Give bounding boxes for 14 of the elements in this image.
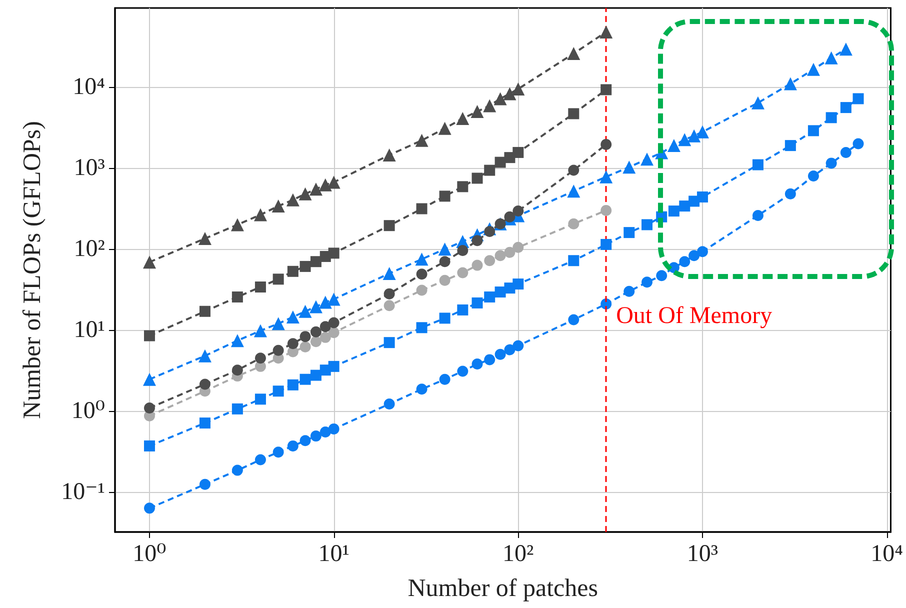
y-axis-title: Number of FLOPs (GFLOPs) bbox=[19, 121, 46, 419]
x-tick-label: 10² bbox=[502, 541, 534, 567]
y-tick-label: 10¹ bbox=[74, 317, 105, 344]
y-tick-label: 10² bbox=[74, 236, 105, 262]
y-tick-label: 10³ bbox=[74, 155, 105, 182]
x-tick-label: 10⁴ bbox=[870, 541, 904, 567]
x-tick-label: 10³ bbox=[686, 541, 718, 567]
y-tick-label: 10⁴ bbox=[72, 74, 105, 100]
ref-line-label: Out Of Memory bbox=[616, 303, 772, 330]
y-tick-label: 10⁰ bbox=[71, 398, 105, 424]
x-tick-label: 10¹ bbox=[318, 541, 350, 567]
y-tick-label: 10⁻¹ bbox=[61, 478, 105, 505]
x-tick-label: 10⁰ bbox=[132, 541, 166, 567]
x-axis-title: Number of patches bbox=[408, 575, 598, 602]
